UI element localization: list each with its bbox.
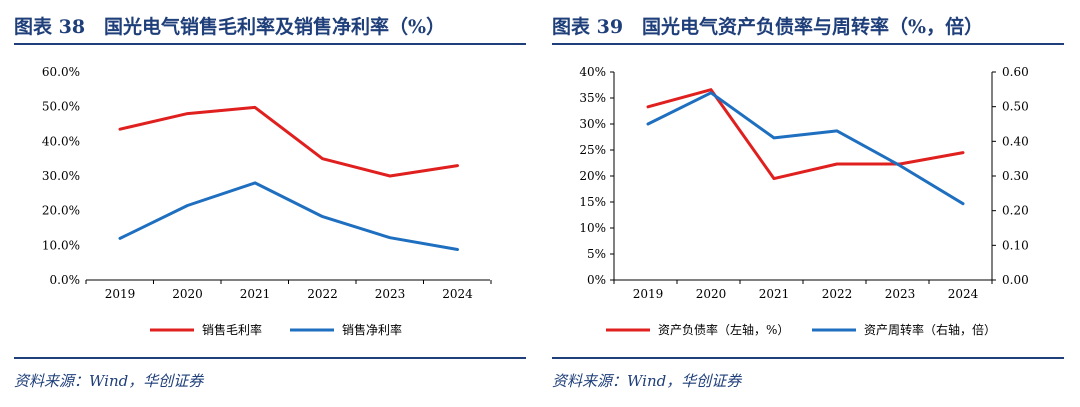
x-tick-label: 2021 (240, 287, 271, 301)
x-tick-label: 2023 (885, 287, 916, 301)
y-tick-label: 5% (587, 247, 606, 261)
x-tick-label: 2020 (696, 287, 727, 301)
source-rule (552, 357, 1064, 359)
figure-38-panel: 图表 38 国光电气销售毛利率及销售净利率（%） 2019 2020 2021 202… (14, 16, 526, 390)
x-tick-label: 2023 (375, 287, 406, 301)
series-line-1 (646, 91, 965, 206)
y-tick-label: 50.0% (42, 100, 80, 114)
y-tick-label: 20% (579, 169, 606, 183)
y-tick-label: 60.0% (42, 65, 80, 79)
y-tick-label: 30% (579, 117, 606, 131)
y2-tick-label: 0.00 (1002, 273, 1029, 287)
y-tick-label: 15% (579, 195, 606, 209)
x-tick-label: 2024 (442, 287, 473, 301)
title-rule (552, 43, 1064, 45)
y2-tick-label: 0.50 (1002, 100, 1029, 114)
source-note: 资料来源：Wind，华创证券 (552, 372, 742, 390)
y2-tick-label: 0.20 (1002, 204, 1029, 218)
gross-net-margin-chart: 2019 2020 2021 2022 2023 2024 0.0% 10.0% 20.0% 30… (42, 65, 492, 337)
y-tick-label: 10% (579, 221, 606, 235)
source-rule (14, 357, 526, 359)
title-rule (14, 43, 526, 45)
legend-label: 销售净利率 (342, 322, 402, 337)
x-tick-label: 2022 (822, 287, 853, 301)
y-tick-label: 35% (579, 91, 606, 105)
source-note: 资料来源：Wind，华创证券 (14, 372, 204, 390)
y2-tick-label: 0.60 (1002, 65, 1029, 79)
x-tick-label: 2021 (759, 287, 790, 301)
y2-tick-label: 0.40 (1002, 134, 1029, 148)
y-tick-label: 40% (579, 65, 606, 79)
y-tick-label: 40.0% (42, 134, 80, 148)
x-tick-label: 2024 (948, 287, 979, 301)
y2-tick-label: 0.30 (1002, 169, 1029, 183)
y-tick-label: 30.0% (42, 169, 80, 183)
series-line-1 (118, 181, 459, 251)
legend-label: 资产周转率（右轴，倍） (864, 322, 996, 337)
y-tick-label: 0% (587, 273, 606, 287)
legend-label: 销售毛利率 (202, 322, 262, 337)
debt-ratio-turnover-chart: 2019 2020 2021 2022 2023 2024 0% 5% 10% 15% 20% 25%… (579, 65, 1029, 337)
figure-title: 图表 38 国光电气销售毛利率及销售净利率（%） (14, 16, 446, 38)
figure-39-panel: 图表 39 国光电气资产负债率与周转率（%，倍） 2019 2020 2021 202… (540, 0, 1080, 407)
series-line-0 (646, 88, 965, 181)
series-line-0 (118, 105, 459, 178)
x-tick-label: 2022 (307, 287, 338, 301)
x-tick-label: 2019 (633, 287, 664, 301)
x-tick-label: 2020 (172, 287, 203, 301)
y-tick-label: 10.0% (42, 238, 80, 252)
figure-title: 图表 39 国光电气资产负债率与周转率（%，倍） (552, 16, 984, 38)
y2-tick-label: 0.10 (1002, 238, 1029, 252)
y-tick-label: 20.0% (42, 204, 80, 218)
y-tick-label: 25% (579, 143, 606, 157)
y-tick-label: 0.0% (50, 273, 81, 287)
x-tick-label: 2019 (105, 287, 136, 301)
legend-label: 资产负债率（左轴，%） (658, 322, 789, 337)
